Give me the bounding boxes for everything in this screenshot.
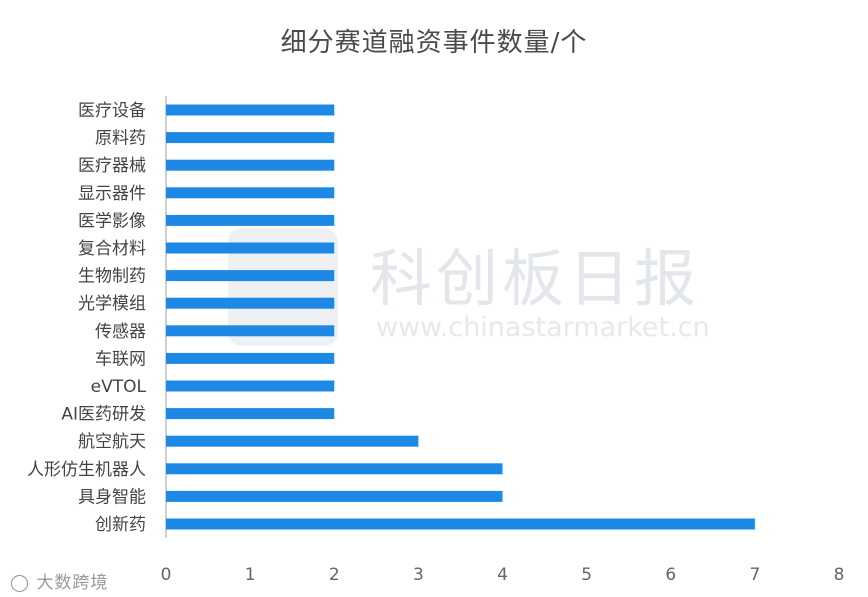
x-tick-label: 6 bbox=[665, 565, 676, 585]
bar bbox=[166, 132, 335, 144]
category-label: 车联网 bbox=[95, 349, 146, 369]
x-tick-label: 8 bbox=[834, 565, 845, 585]
bar bbox=[166, 270, 335, 282]
bar bbox=[166, 187, 335, 199]
bar bbox=[166, 297, 335, 309]
category-label: 显示器件 bbox=[78, 184, 146, 204]
x-tick-label: 2 bbox=[329, 565, 340, 585]
category-label: 生物制药 bbox=[78, 267, 146, 287]
bar bbox=[166, 490, 503, 502]
category-label: 医学影像 bbox=[78, 211, 146, 231]
footer-logo: ◯ 大数跨境 bbox=[10, 568, 108, 593]
bar bbox=[166, 159, 335, 171]
category-label: 医疗设备 bbox=[78, 101, 146, 121]
x-tick-label: 0 bbox=[161, 565, 172, 585]
category-label: 创新药 bbox=[95, 515, 146, 535]
x-tick-label: 5 bbox=[581, 565, 592, 585]
footer-logo-icon: ◯ bbox=[10, 573, 31, 593]
bar bbox=[166, 214, 335, 226]
bar bbox=[166, 518, 755, 530]
footer-logo-text: 大数跨境 bbox=[36, 573, 109, 593]
bar bbox=[166, 325, 335, 337]
x-tick-label: 1 bbox=[245, 565, 256, 585]
x-tick-label: 3 bbox=[413, 565, 424, 585]
watermark-url: www.chinastarmarket.cn bbox=[376, 312, 710, 343]
bar bbox=[166, 242, 335, 254]
category-label: 传感器 bbox=[95, 322, 146, 342]
bar bbox=[166, 435, 419, 447]
category-label: 具身智能 bbox=[78, 487, 146, 507]
category-label: 人形仿生机器人 bbox=[27, 460, 146, 480]
category-label: 医疗器械 bbox=[78, 156, 146, 176]
chart-title: 细分赛道融资事件数量/个 bbox=[280, 28, 588, 58]
bar bbox=[166, 104, 335, 116]
x-tick-label: 4 bbox=[497, 565, 508, 585]
category-label: 光学模组 bbox=[78, 294, 146, 314]
bar bbox=[166, 408, 335, 420]
category-label: 原料药 bbox=[95, 129, 146, 149]
bar bbox=[166, 463, 503, 475]
category-label: AI医药研发 bbox=[61, 405, 146, 425]
category-label: 复合材料 bbox=[78, 239, 146, 259]
x-tick-label: 7 bbox=[749, 565, 760, 585]
bar bbox=[166, 380, 335, 392]
bar bbox=[166, 352, 335, 364]
category-label: eVTOL bbox=[91, 377, 147, 397]
category-label: 航空航天 bbox=[78, 432, 146, 452]
watermark-name: 科创板日报 bbox=[370, 242, 701, 315]
